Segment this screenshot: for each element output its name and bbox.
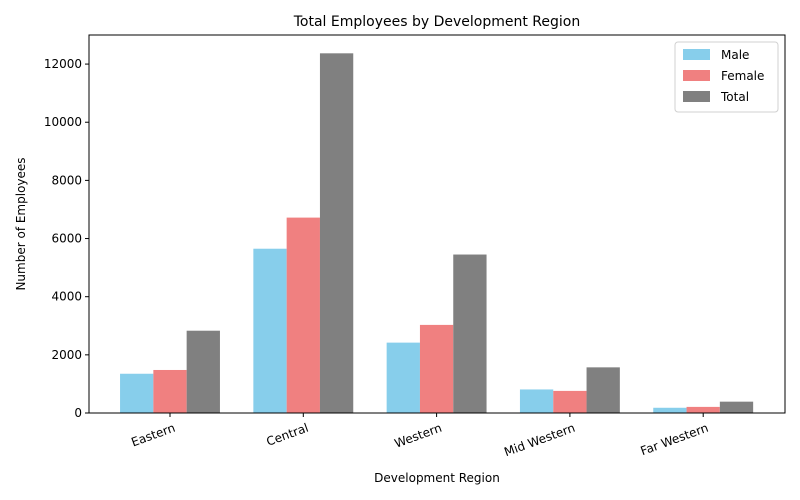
legend-label-male: Male	[721, 48, 749, 62]
x-axis: Eastern Central Western Mid Western Far West…	[129, 413, 710, 459]
legend-swatch-female	[683, 70, 710, 81]
bar-total-far-western	[719, 401, 754, 413]
x-tick-label: Eastern	[129, 421, 177, 450]
legend-label-total: Total	[720, 90, 749, 104]
bar-female-eastern	[153, 369, 187, 413]
x-axis-title: Development Region	[374, 471, 500, 485]
legend-label-female: Female	[721, 69, 764, 83]
bar-male-central	[253, 248, 287, 413]
y-axis-title: Number of Employees	[14, 157, 28, 290]
y-tick-label: 6000	[51, 232, 82, 246]
bar-male-western	[386, 342, 420, 413]
bars-group	[120, 53, 754, 413]
legend-swatch-total	[683, 91, 710, 102]
x-tick-label: Far Western	[639, 421, 711, 458]
bar-total-central	[319, 53, 354, 413]
y-tick-label: 4000	[51, 290, 82, 304]
bar-female-western	[419, 324, 454, 413]
bar-total-mid-western	[586, 367, 620, 413]
chart-title: Total Employees by Development Region	[293, 14, 580, 30]
plot-frame	[88, 34, 786, 414]
legend: Male Female Total	[674, 41, 779, 113]
y-tick-label: 12000	[44, 57, 82, 71]
bar-female-mid-western	[553, 390, 587, 413]
x-tick-label: Central	[264, 421, 310, 449]
x-tick-label: Western	[393, 421, 444, 451]
bar-total-western	[453, 254, 487, 413]
y-tick-label: 8000	[51, 173, 82, 187]
y-tick-label: 2000	[51, 348, 82, 362]
bar-male-eastern	[120, 373, 154, 413]
y-axis: 0 2000 4000 6000 8000 10000 12000	[44, 57, 89, 420]
bar-total-eastern	[186, 330, 220, 413]
y-tick-label: 10000	[44, 115, 82, 129]
x-tick-label: Mid Western	[502, 421, 577, 460]
legend-swatch-male	[683, 49, 710, 60]
y-tick-label: 0	[74, 406, 82, 420]
bar-female-central	[286, 217, 320, 413]
bar-female-far-western	[686, 406, 720, 413]
bar-male-far-western	[653, 407, 687, 413]
bar-male-mid-western	[519, 389, 554, 413]
